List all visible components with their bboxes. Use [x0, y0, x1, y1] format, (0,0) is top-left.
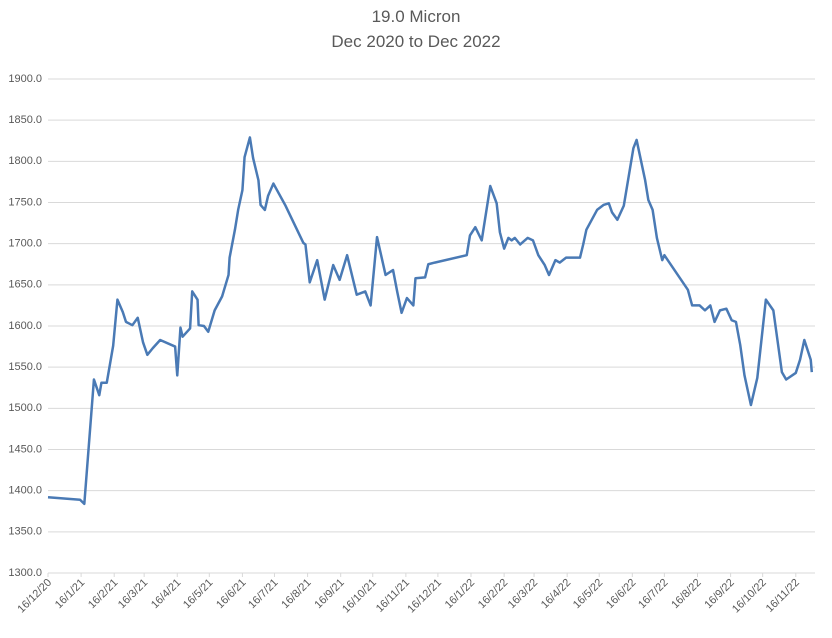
x-tick-label: 16/10/22: [730, 577, 769, 616]
y-tick-label: 1600.0: [8, 320, 42, 332]
x-tick-label: 16/1/22: [443, 577, 477, 611]
chart-subtitle: Dec 2020 to Dec 2022: [331, 32, 500, 51]
x-tick-label: 16/5/21: [181, 577, 215, 611]
x-tick-label: 16/10/21: [340, 577, 379, 616]
x-tick-label: 16/2/21: [86, 577, 120, 611]
data-line: [47, 136, 814, 506]
y-tick-label: 1900.0: [8, 73, 42, 85]
x-tick-label: 16/2/22: [476, 577, 510, 611]
y-tick-label: 1800.0: [8, 155, 42, 167]
x-tick-label: 16/11/22: [764, 577, 802, 615]
x-tick-label: 16/12/21: [405, 577, 444, 616]
x-tick-label: 16/3/22: [506, 577, 540, 611]
x-tick-label: 16/8/22: [669, 577, 703, 611]
y-tick-label: 1400.0: [8, 485, 42, 497]
x-tick-label: 16/3/21: [116, 577, 150, 611]
x-tick-label: 16/4/22: [539, 577, 573, 611]
x-tick-label: 16/7/22: [636, 577, 670, 611]
y-tick-label: 1350.0: [8, 526, 42, 538]
chart-title: 19.0 Micron: [372, 7, 461, 26]
x-tick-label: 16/5/22: [571, 577, 605, 611]
x-tick-label: 16/6/21: [214, 577, 248, 611]
x-tick-label: 16/12/20: [15, 577, 54, 616]
x-tick-label: 16/4/21: [149, 577, 183, 611]
y-tick-label: 1300.0: [8, 567, 42, 579]
y-tick-label: 1550.0: [8, 361, 42, 373]
x-tick-label: 16/7/21: [246, 577, 280, 611]
x-tick-label: 16/6/22: [604, 577, 638, 611]
x-tick-label: 16/1/21: [53, 577, 87, 611]
y-tick-label: 1700.0: [8, 238, 42, 250]
y-tick-label: 1650.0: [8, 279, 42, 291]
y-tick-label: 1750.0: [8, 196, 42, 208]
x-tick-label: 16/8/21: [279, 577, 313, 611]
y-tick-label: 1850.0: [8, 114, 42, 126]
y-tick-label: 1500.0: [8, 402, 42, 414]
y-tick-label: 1450.0: [8, 443, 42, 455]
